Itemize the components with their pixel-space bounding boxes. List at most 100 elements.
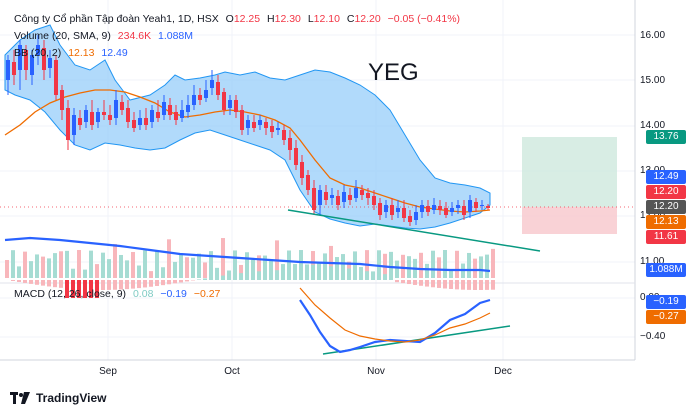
macd-histogram-bar: [107, 280, 111, 290]
macd-hist-value: 0.08: [132, 288, 154, 300]
macd-histogram-bar: [23, 280, 27, 283]
volume-bar: [167, 239, 171, 278]
macd-histogram-bar: [113, 280, 117, 290]
macd-histogram-bar: [263, 270, 267, 280]
candle-body: [54, 60, 58, 95]
macd-histogram-bar: [203, 278, 207, 280]
bb-label: BB (20, 2): [14, 47, 62, 59]
volume-bar: [23, 251, 27, 278]
volume-legend[interactable]: Volume (20, SMA, 9) 234.6K 1.088M: [14, 30, 197, 42]
volume-label: Volume (20, SMA, 9): [14, 30, 111, 42]
macd-histogram-bar: [161, 280, 165, 286]
candle-body: [276, 128, 280, 130]
candle-body: [132, 120, 136, 128]
bb-legend[interactable]: BB (20, 2) 12.13 12.49: [14, 47, 132, 59]
macd-histogram-bar: [401, 280, 405, 284]
macd-histogram-bar: [419, 280, 423, 286]
macd-histogram-bar: [185, 280, 189, 282]
candle-body: [24, 50, 28, 70]
time-axis-label: Dec: [494, 366, 512, 377]
volume-bar: [257, 255, 261, 278]
price-axis-label: 15.00: [640, 75, 666, 86]
candle-body: [402, 208, 406, 218]
candle-body: [252, 122, 256, 128]
candle-body: [330, 195, 334, 198]
candle-body: [366, 193, 370, 198]
volume-bar: [47, 258, 51, 278]
volume-bar: [53, 253, 57, 278]
candle-body: [342, 192, 346, 202]
macd-histogram-bar: [143, 280, 147, 288]
volume-bar: [245, 252, 249, 278]
candle-body: [78, 118, 82, 125]
volume-bar: [407, 256, 411, 278]
candle-body: [42, 48, 46, 70]
time-axis-label: Nov: [367, 366, 385, 377]
candle-body: [312, 188, 316, 210]
volume-bar: [455, 250, 459, 278]
volume-bar: [95, 264, 99, 278]
macd-histogram-bar: [485, 280, 489, 290]
candle-body: [204, 90, 208, 98]
volume-sma-line: [4, 236, 491, 273]
candle-body: [300, 162, 304, 178]
candle-body: [126, 108, 130, 122]
candle-body: [48, 58, 52, 68]
macd-histogram-bar: [149, 280, 153, 287]
volume-bar: [263, 255, 267, 278]
macd-histogram: [11, 264, 495, 298]
macd-histogram-bar: [209, 277, 213, 280]
candle-body: [240, 110, 244, 130]
volume-bar: [113, 243, 117, 278]
volume-bar: [89, 250, 93, 278]
candle-body: [480, 205, 484, 206]
candle-body: [84, 110, 88, 122]
macd-histogram-bar: [413, 280, 417, 285]
candle-body: [396, 208, 400, 212]
candle-body: [438, 206, 442, 210]
macd-histogram-bar: [281, 264, 285, 280]
candle-body: [168, 105, 172, 115]
candle-body: [408, 216, 412, 222]
candle-body: [36, 45, 40, 55]
macd-histogram-bar: [239, 273, 243, 280]
price-tag-bb-basis: 12.13: [646, 215, 686, 229]
candle-body: [420, 205, 424, 212]
macd-histogram-bar: [341, 267, 345, 280]
macd-legend[interactable]: MACD (12, 26, close, 9) 0.08 −0.19 −0.27: [14, 288, 224, 300]
price-tag-last: 12.20: [646, 185, 686, 199]
macd-signal-value: −0.27: [193, 288, 221, 300]
candle-body: [222, 92, 226, 110]
candle-body: [246, 120, 250, 128]
volume-bar: [137, 265, 141, 278]
macd-histogram-bar: [389, 275, 393, 280]
macd-histogram-bar: [287, 264, 291, 280]
volume-bar: [437, 257, 441, 278]
long-position-profit-zone: [522, 137, 617, 207]
macd-histogram-bar: [47, 280, 51, 287]
candle-body: [114, 100, 118, 118]
price-tag-macd-signal: −0.27: [646, 310, 686, 324]
macd-histogram-bar: [59, 280, 63, 288]
volume-bar: [275, 240, 279, 278]
macd-histogram-bar: [269, 270, 273, 280]
candle-body: [102, 112, 106, 115]
macd-histogram-bar: [371, 272, 375, 280]
symbol-legend[interactable]: Công ty Cổ phần Tập đoàn Yeah1, 1D, HSX …: [14, 13, 464, 25]
macd-histogram-bar: [377, 273, 381, 280]
macd-histogram-bar: [11, 280, 15, 281]
candle-body: [234, 100, 238, 112]
volume-bar: [17, 266, 21, 278]
macd-histogram-bar: [215, 276, 219, 280]
volume-bar: [467, 252, 471, 278]
macd-histogram-bar: [83, 280, 87, 298]
volume-bar: [479, 256, 483, 278]
candle-body: [354, 188, 358, 198]
tradingview-logo-text: TradingView: [36, 391, 107, 405]
tradingview-logo[interactable]: TradingView: [10, 391, 106, 405]
macd-histogram-bar: [395, 280, 399, 283]
volume-bar: [341, 254, 345, 278]
macd-histogram-bar: [35, 280, 39, 285]
change-value: −0.05 (−0.41%): [387, 13, 461, 25]
